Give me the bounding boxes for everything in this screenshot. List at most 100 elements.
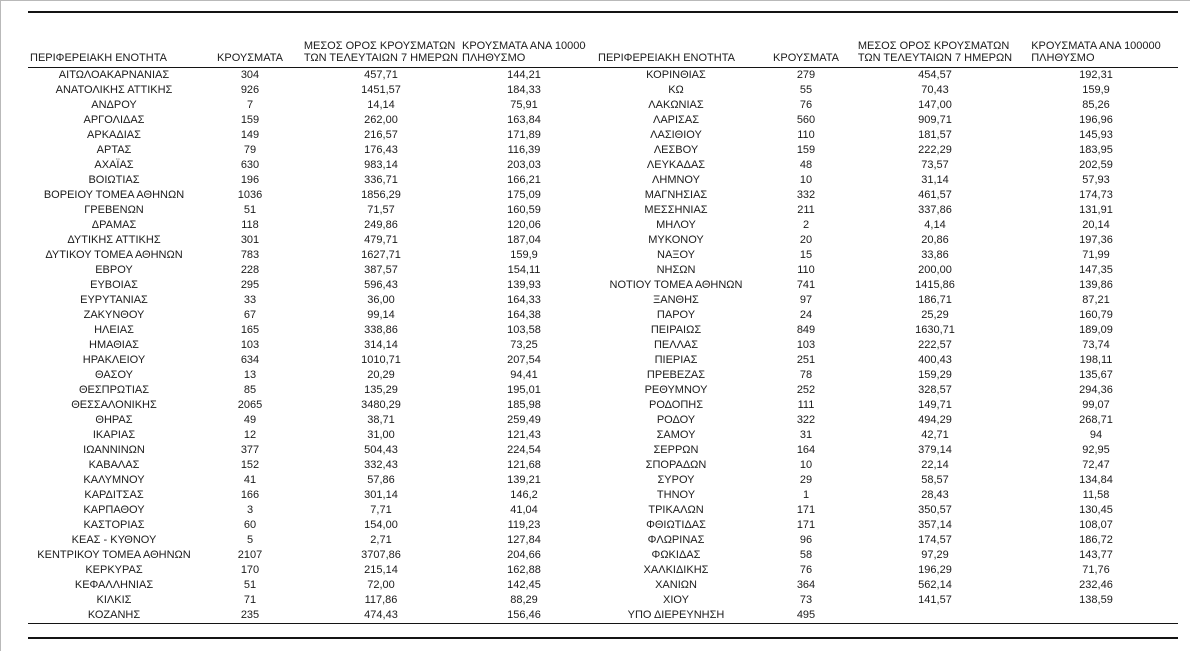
avg7-cell: 909,71 [918,113,952,126]
cases-cell: 76 [799,563,813,576]
region-cell: ΘΗΡΑΣ [95,413,133,426]
region-cell: ΣΠΟΡΑΔΩΝ [645,458,707,471]
cases-cell: 377 [240,443,260,456]
cases-cell: 97 [799,293,813,306]
column-spacer [586,128,596,143]
per100k-cell: 57,93 [1082,173,1110,186]
avg7-cell: 328,57 [918,383,952,396]
column-spacer [586,293,596,308]
region-cell: ΜΗΛΟΥ [656,218,696,231]
column-spacer [586,338,596,353]
region-cell: ΛΗΜΝΟΥ [652,173,700,186]
per100k-cell: 88,29 [510,593,538,606]
header-avg7-left: ΜΕΣΟΣ ΟΡΟΣ ΚΡΟΥΣΜΑΤΩΝ ΤΩΝ ΤΕΛΕΥΤΑΙΩΝ 7 ΗΜ… [300,13,462,68]
avg7-cell: 562,14 [918,578,952,591]
cases-cell: 2107 [237,548,263,561]
cases-cell: 211 [797,203,815,216]
region-cell: ΑΙΤΩΛΟΑΚΑΡΝΑΝΙΑΣ [58,68,170,81]
table-row: ΘΑΣΟΥ 13 20,29 94,41 ΠΡΕΒΕΖΑΣ 78 159,29 135,67 [28,368,1178,383]
avg7-cell: 494,29 [918,413,952,426]
region-cell: ΛΕΥΚΑΔΑΣ [646,158,706,171]
cases-cell: 332 [796,188,816,201]
cases-cell: 166 [240,488,260,501]
per100k-cell: 146,2 [510,488,538,501]
avg7-cell: 149,71 [918,398,952,411]
region-cell: ΚΩ [668,83,684,96]
table-row: ΕΥΒΟΙΑΣ 295 596,43 139,93 ΝΟΤΙΟΥ ΤΟΜΕΑ ΑΘΗΝΩ… [28,278,1178,293]
avg7-cell: 249,86 [364,218,398,231]
cases-cell: 783 [240,248,260,261]
region-cell: ΚΑΛΥΜΝΟΥ [83,473,145,486]
region-cell: ΝΟΤΙΟΥ ΤΟΜΕΑ ΑΘΗΝΩΝ [609,278,743,291]
avg7-cell: 596,43 [364,278,398,291]
cases-cell: 171 [796,518,816,531]
avg7-cell: 301,14 [364,488,398,501]
avg7-cell: 20,86 [921,233,949,246]
page-bottom-rule [28,636,1178,639]
region-cell: ΕΥΒΟΙΑΣ [90,278,138,291]
column-spacer [586,578,596,593]
per100k-cell: 186,72 [1079,533,1113,546]
avg7-cell: 38,71 [367,413,395,426]
per100k-cell: 116,39 [507,143,541,156]
per100k-cell: 103,58 [507,323,541,336]
cases-cell: 634 [240,353,260,366]
cases-cell: 110 [797,263,815,276]
cases-cell: 159 [240,113,260,126]
region-cell: ΓΡΕΒΕΝΩΝ [84,203,144,216]
header-row: ΠΕΡΙΦΕΡΕΙΑΚΗ ΕΝΟΤΗΤΑ ΚΡΟΥΣΜΑΤΑ ΜΕΣΟΣ ΟΡΟ… [28,13,1178,68]
header-spacer [586,13,596,68]
region-cell: ΠΡΕΒΕΖΑΣ [646,368,706,381]
table-row: ΑΡΤΑΣ 79 176,43 116,39 ΛΕΣΒΟΥ 159 222,29 183,95 [28,143,1178,158]
per100k-cell: 192,31 [1079,68,1113,81]
table-header: ΠΕΡΙΦΕΡΕΙΑΚΗ ΕΝΟΤΗΤΑ ΚΡΟΥΣΜΑΤΑ ΜΕΣΟΣ ΟΡΟ… [28,13,1178,68]
region-cell: ΦΛΩΡΙΝΑΣ [647,533,705,546]
per100k-cell: 99,07 [1082,398,1110,411]
region-cell: ΝΑΞΟΥ [657,248,695,261]
per100k-cell: 184,33 [507,83,541,96]
per100k-cell: 135,67 [1079,368,1113,381]
per100k-cell: 156,46 [507,608,541,621]
region-cell: ΡΟΔΟΠΗΣ [648,398,704,411]
header-line: ΤΩΝ ΤΕΛΕΥΤΑΙΩΝ 7 ΗΜΕΡΩΝ [303,51,459,64]
avg7-cell: 31,14 [921,173,949,186]
cases-cell: 560 [796,113,816,126]
cases-cell: 15 [799,248,813,261]
table-row: ΘΕΣΠΡΩΤΙΑΣ 85 135,29 195,01 ΡΕΘΥΜΝΟΥ 252 328,5… [28,383,1178,398]
column-spacer [586,443,596,458]
avg7-cell: 141,57 [918,593,952,606]
avg7-cell: 1627,71 [361,248,401,261]
cases-cell: 7 [246,98,254,111]
column-spacer [586,383,596,398]
avg7-cell: 71,57 [367,203,395,216]
per100k-cell: 160,59 [507,203,541,216]
per100k-cell: 119,23 [507,518,541,531]
avg7-cell: 25,29 [921,308,949,321]
per100k-cell: 139,86 [1079,278,1113,291]
avg7-cell: 36,00 [367,293,395,306]
per100k-cell: 71,76 [1082,563,1110,576]
avg7-cell: 33,86 [921,248,949,261]
cases-cell: 171 [796,503,816,516]
avg7-cell: 1010,71 [361,353,401,366]
column-spacer [586,428,596,443]
region-cell: ΡΕΘΥΜΝΟΥ [644,383,708,396]
header-line: ΚΡΟΥΣΜΑΤΑ ΑΝΑ 100000 [1031,39,1161,52]
region-cell: ΝΗΣΩΝ [656,263,696,276]
avg7-cell: 58,57 [921,473,949,486]
cases-cell: 5 [246,533,254,546]
region-cell: ΚΙΛΚΙΣ [96,593,132,606]
table-row: ΚΕΡΚΥΡΑΣ 170 215,14 162,88 ΧΑΛΚΙΔΙΚΗΣ 76 196,2… [28,563,1178,578]
table-row: ΚΕΑΣ - ΚΥΘΝΟΥ 5 2,71 127,84 ΦΛΩΡΙΝΑΣ 96 174,57… [28,533,1178,548]
avg7-cell: 479,71 [364,233,398,246]
avg7-cell: 4,14 [924,218,946,231]
table-row: ΓΡΕΒΕΝΩΝ 51 71,57 160,59 ΜΕΣΣΗΝΙΑΣ 211 337,86 1… [28,203,1178,218]
cases-cell: 364 [796,578,816,591]
per100k-cell [1014,608,1178,623]
region-cell: ΘΕΣΣΑΛΟΝΙΚΗΣ [71,398,157,411]
per100k-cell: 189,09 [1079,323,1113,336]
table-row: ΙΩΑΝΝΙΝΩΝ 377 504,43 224,54 ΣΕΡΡΩΝ 164 379,14 9… [28,443,1178,458]
header-cases-left: ΚΡΟΥΣΜΑΤΑ [200,13,300,68]
avg7-cell: 457,71 [364,68,398,81]
